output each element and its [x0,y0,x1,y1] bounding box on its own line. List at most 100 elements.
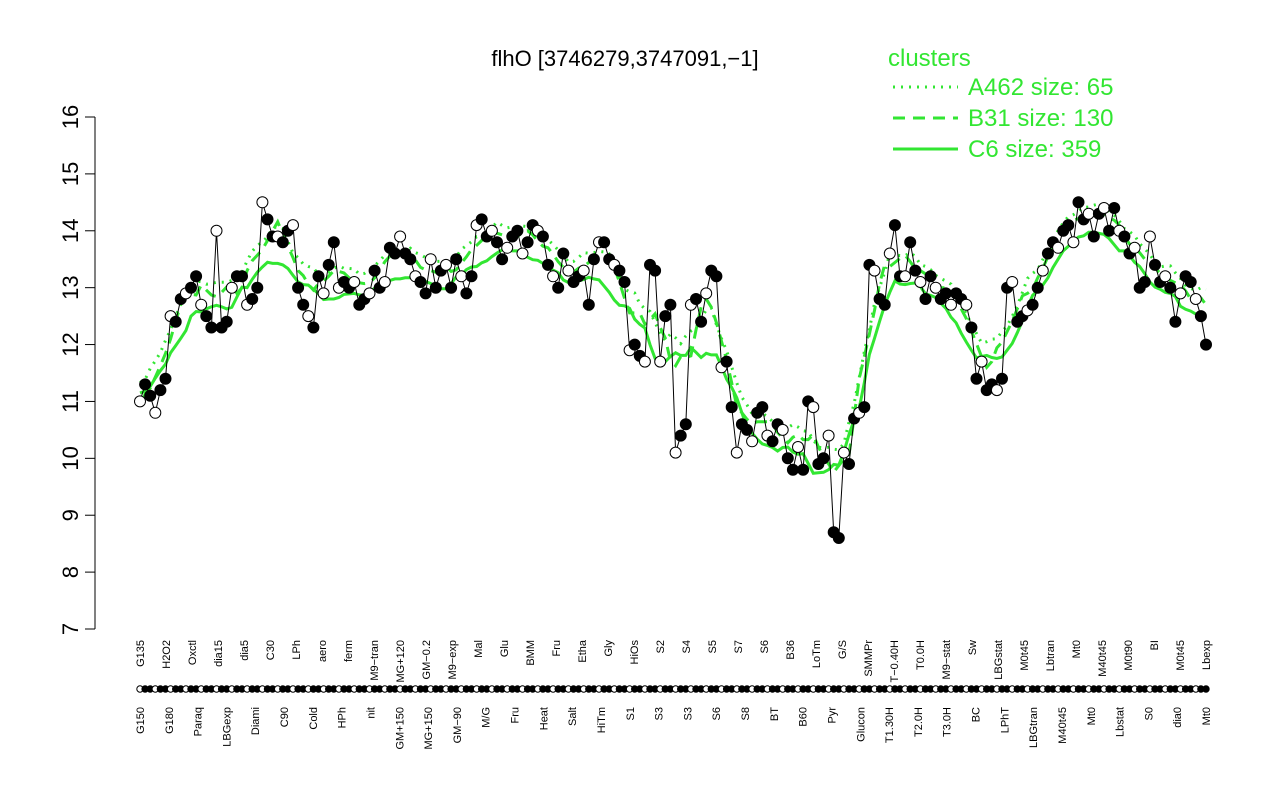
x-tick-label: Heat [538,707,550,730]
x-tick-label: Mal [473,640,485,658]
data-point [516,247,529,260]
x-tick-label: LBGtran [1028,707,1040,748]
data-point [1200,338,1212,351]
data-point [139,378,152,391]
x-tick-label: T−0.40H [889,640,901,683]
x-tick-label: LBGstat [993,640,1005,680]
data-point [638,355,651,368]
data-point [1006,276,1019,288]
x-tick-label: aero [317,640,329,662]
data-point [899,270,912,283]
data-point [965,321,978,334]
x-tick-label: B60 [798,707,810,727]
x-tick-label: ferm [343,640,355,662]
x-tick-label: M0t45 [1175,640,1187,671]
x-tick-label: Lbexp [1201,640,1213,670]
x-tick-label: Diami [250,707,262,735]
data-point [1184,276,1197,288]
data-point [679,418,692,431]
data-point [368,264,381,277]
x-tick-label: Salt [567,707,579,726]
data-point [307,321,320,334]
legend-title: clusters [888,45,971,72]
x-tick-label: M9−stat [941,640,953,679]
x-tick-label: Glu [499,640,511,657]
x-tick-label: Lbtran [1045,640,1057,671]
x-marker [1202,685,1210,693]
data-point [1031,281,1044,294]
x-tick-label: dia0 [1172,707,1184,728]
legend-entry: A462 size: 65 [968,74,1113,101]
data-point [1174,287,1187,300]
data-point [654,355,667,368]
x-tick-label: HPh [337,707,349,728]
data-point [883,247,896,260]
x-tick-label: HiOs [629,640,641,665]
data-point [1026,298,1039,311]
y-tick-label: 11 [58,390,83,413]
data-point [1128,241,1141,254]
data-point [424,253,437,266]
y-tick-label: 14 [58,219,83,243]
data-point [919,293,932,305]
data-point [185,281,197,294]
x-tick-label: C30 [265,640,277,660]
data-point [1169,315,1182,328]
legend-entry: B31 size: 130 [968,105,1113,132]
data-point [521,236,534,249]
data-point [756,401,769,414]
data-point [312,270,325,283]
data-point [287,219,299,232]
data-point [598,236,611,249]
x-tick-label: BMM [525,640,537,666]
data-point [797,463,810,476]
x-tick-label: dia15 [213,640,225,667]
data-point [832,532,845,544]
data-point [587,253,600,266]
data-point [659,310,672,323]
y-tick-label: 12 [58,332,83,356]
data-point [317,287,330,300]
x-tick-label: LoTm [811,640,823,668]
data-point [674,429,687,442]
y-tick-label: 13 [58,275,83,299]
data-point [190,270,203,283]
data-point [205,321,218,334]
y-tick-label: 10 [58,446,83,470]
data-point [1118,230,1131,243]
x-tick-label: BT [769,707,781,721]
x-tick-label: S6 [711,707,723,720]
data-point [261,213,274,226]
cluster-line-dashed [139,210,1208,475]
x-tick-label: M40t45 [1097,640,1109,677]
data-point [720,355,733,368]
data-point [945,298,957,311]
data-point [725,401,738,414]
data-point [149,406,162,419]
x-tick-label: S4 [681,640,693,653]
data-point [200,310,213,323]
x-tick-label: Cold [308,707,320,730]
x-tick-label: dia5 [239,640,251,661]
x-tick-label: T1.30H [884,707,896,743]
data-point [695,315,708,328]
data-point [220,315,233,328]
data-point [450,253,463,266]
data-point [327,236,340,249]
data-point [690,293,702,305]
x-tick-label: S1 [625,707,637,720]
x-tick-label: T2.0H [913,707,925,737]
data-point [669,446,682,459]
y-tick-label: 9 [58,509,83,521]
data-point [766,435,779,448]
data-point [1164,281,1177,294]
x-tick-label: Fru [551,640,563,657]
x-tick-label: M0t45 [1019,640,1031,671]
data-point [246,293,259,305]
x-tick-label: Lbstat [1115,707,1127,737]
data-point [868,264,881,277]
data-point [807,401,820,414]
data-point [419,287,432,300]
x-tick-label: B36 [785,640,797,660]
